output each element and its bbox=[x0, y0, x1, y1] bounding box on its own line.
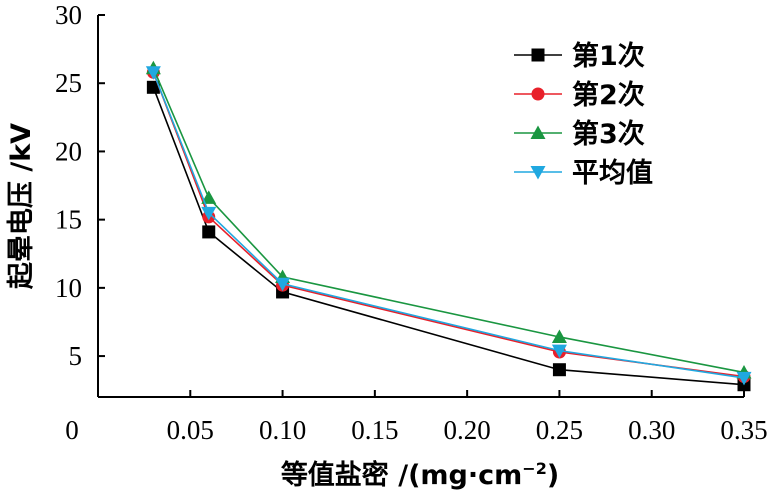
x-tick-label: 0.15 bbox=[351, 415, 398, 445]
y-tick-label: 30 bbox=[55, 0, 82, 30]
y-tick-label: 10 bbox=[55, 273, 82, 303]
y-tick-label: 20 bbox=[55, 136, 82, 166]
x-axis-title-tail: ) bbox=[547, 460, 559, 491]
legend-label: 第2次 bbox=[572, 79, 645, 111]
data-point bbox=[551, 329, 567, 343]
series-line bbox=[152, 72, 745, 378]
x-tick-label: 0.35 bbox=[720, 415, 767, 445]
legend-item-2: 第2次 bbox=[514, 79, 645, 111]
x-tick-label: 0.05 bbox=[167, 415, 214, 445]
legend-label: 第3次 bbox=[572, 118, 645, 150]
data-point bbox=[201, 206, 217, 221]
legend-item-1: 第1次 bbox=[514, 40, 645, 72]
x-axis-title-sup: −2 bbox=[522, 459, 547, 478]
data-point bbox=[201, 190, 217, 204]
data-point bbox=[202, 225, 216, 239]
data-point bbox=[275, 277, 291, 292]
x-tick-label: 0.20 bbox=[444, 415, 491, 445]
x-tick-label: 0.25 bbox=[536, 415, 583, 445]
axes: 5 10 15 20 25 30 0 0.05 0.10 0.15 0.20 0.25 0.30 0.35 bbox=[55, 0, 768, 445]
x-axis-title-main: 等值盐密 /(mg·cm bbox=[281, 459, 522, 491]
series-2 bbox=[146, 65, 751, 384]
legend-marker bbox=[531, 48, 545, 62]
data-point bbox=[736, 371, 752, 386]
y-axis-title: 起晕电压 /kV bbox=[6, 123, 37, 289]
series-1 bbox=[146, 80, 751, 392]
series-line bbox=[152, 67, 745, 374]
x-axis-title: 等值盐密 /(mg·cm−2) bbox=[281, 459, 559, 491]
y-tick-label: 5 bbox=[69, 341, 83, 371]
legend-item-3: 第3次 bbox=[514, 118, 645, 150]
legend-marker bbox=[531, 87, 545, 101]
series-line bbox=[152, 72, 745, 379]
series-3 bbox=[145, 60, 752, 379]
y-tick-label: 25 bbox=[55, 68, 82, 98]
x-tick-label: 0 bbox=[65, 415, 79, 445]
legend-marker bbox=[530, 125, 546, 139]
data-point bbox=[551, 344, 567, 359]
legend-marker bbox=[530, 166, 546, 180]
series-layer bbox=[145, 60, 752, 392]
series-4 bbox=[145, 66, 752, 386]
data-point bbox=[552, 363, 566, 377]
legend-label: 平均值 bbox=[572, 158, 653, 189]
legend-item-4: 平均值 bbox=[514, 158, 653, 189]
series-line bbox=[152, 87, 745, 386]
x-tick-label: 0.10 bbox=[259, 415, 306, 445]
data-point bbox=[146, 80, 160, 94]
y-tick-label: 15 bbox=[55, 205, 82, 235]
data-point bbox=[145, 66, 161, 80]
x-tick-label: 0.30 bbox=[628, 415, 675, 445]
legend-label: 第1次 bbox=[572, 40, 645, 72]
